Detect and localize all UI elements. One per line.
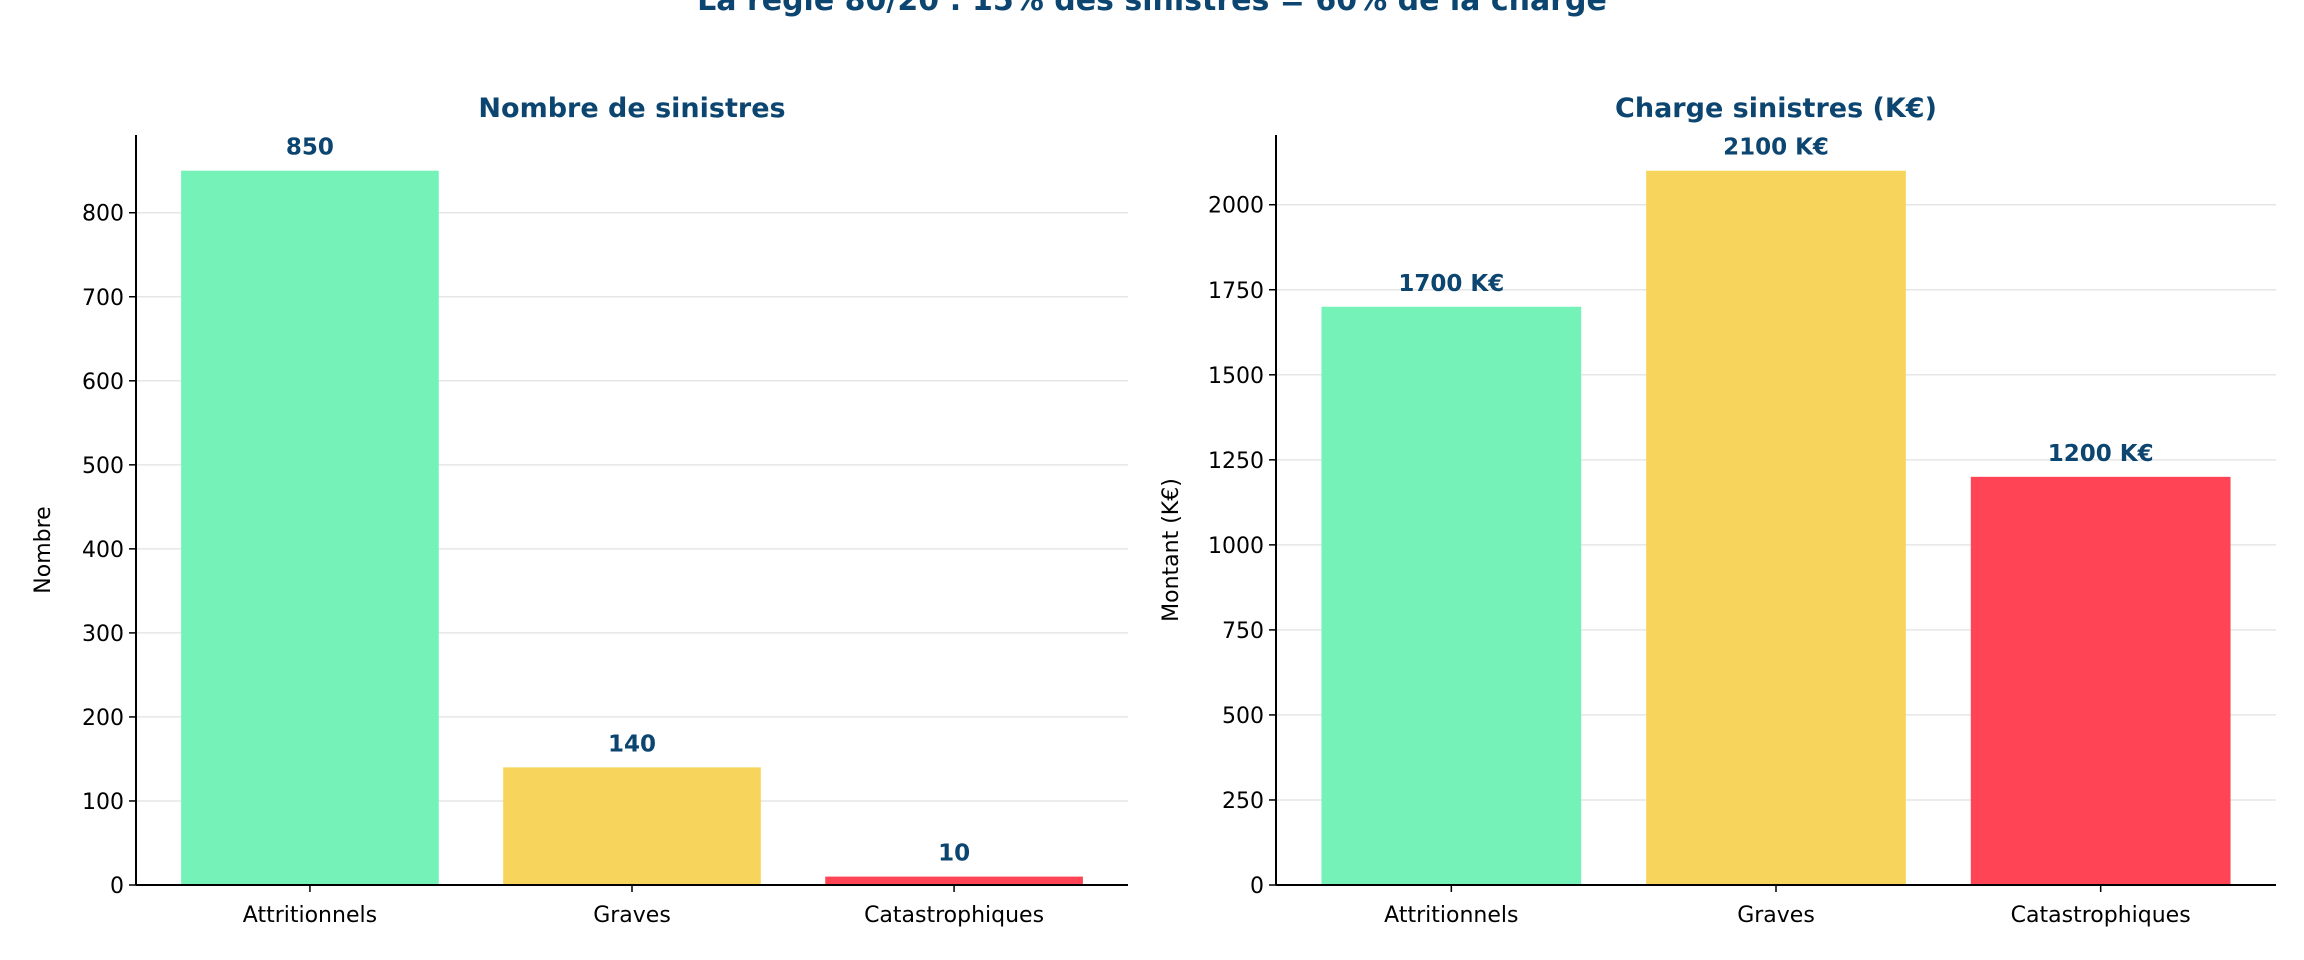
- bar-attritionnels: [181, 170, 439, 885]
- chart-charge: 0 250 500 750 1000 1250 1500 1750 2000 1700 K€ Att…: [1159, 93, 2276, 928]
- y-tick-label: 2000: [1208, 194, 1264, 219]
- y-tick-label: 800: [82, 202, 124, 227]
- x-tick-label: Catastrophiques: [864, 903, 1044, 928]
- x-tick-label: Attritionnels: [1384, 903, 1518, 928]
- chart-title: Nombre de sinistres: [478, 93, 785, 124]
- y-tick-label: 400: [82, 538, 124, 563]
- bar-catastrophiques: [825, 876, 1083, 885]
- bar-value-label: 850: [286, 135, 334, 161]
- y-tick-label: 1000: [1208, 534, 1264, 559]
- chart-title: Charge sinistres (K€): [1615, 93, 1937, 124]
- y-tick-label: 300: [82, 622, 124, 647]
- bar-value-label: 2100 K€: [1723, 135, 1829, 161]
- y-tick-label: 0: [1250, 874, 1264, 899]
- bar-value-label: 140: [608, 731, 656, 757]
- x-tick-label: Catastrophiques: [2011, 903, 2191, 928]
- bar-value-label: 1700 K€: [1398, 271, 1504, 297]
- y-tick-label: 100: [82, 790, 124, 815]
- bar-value-label: 1200 K€: [2048, 441, 2154, 467]
- chart-count: 0 100 200 300 400 500 600 700 800 850 Attritionnel…: [31, 93, 1128, 928]
- y-tick-label: 750: [1222, 619, 1264, 644]
- y-tick-label: 500: [1222, 704, 1264, 729]
- y-tick-label: 1750: [1208, 279, 1264, 304]
- x-tick-label: Attritionnels: [243, 903, 377, 928]
- y-tick-label: 500: [82, 454, 124, 479]
- y-tick-label: 200: [82, 706, 124, 731]
- y-tick-label: 1250: [1208, 449, 1264, 474]
- bar-value-label: 10: [938, 841, 970, 867]
- x-tick-label: Graves: [593, 903, 671, 928]
- y-axis-label: Nombre: [31, 506, 56, 593]
- bar-graves: [503, 767, 761, 885]
- y-tick-label: 250: [1222, 789, 1264, 814]
- figure-title: La règle 80/20 : 15% des sinistres = 60%…: [697, 0, 1607, 18]
- y-tick-label: 600: [82, 370, 124, 395]
- bar-graves: [1646, 170, 1906, 885]
- x-tick-label: Graves: [1737, 903, 1815, 928]
- y-tick-label: 700: [82, 286, 124, 311]
- y-axis-label: Montant (K€): [1159, 478, 1184, 622]
- y-tick-label: 1500: [1208, 364, 1264, 389]
- bar-attritionnels: [1321, 306, 1582, 886]
- y-tick-label: 0: [110, 874, 124, 899]
- bar-catastrophiques: [1970, 476, 2231, 885]
